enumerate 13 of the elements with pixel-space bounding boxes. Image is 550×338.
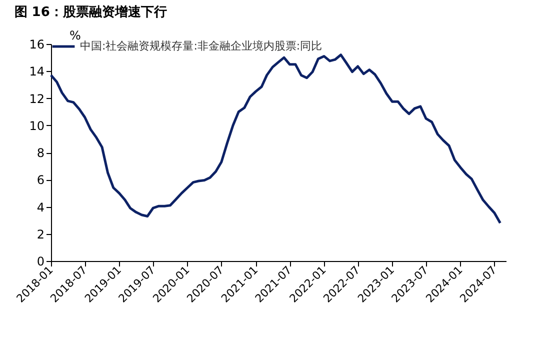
y-tick-label: 12 (29, 92, 44, 106)
legend-label: 中国:社会融资规模存量:非金融企业境内股票:同比 (80, 40, 322, 52)
y-axis-title: % (70, 28, 81, 42)
y-tick-label: 10 (29, 118, 44, 133)
y-tick-label: 6 (36, 173, 44, 188)
line-series (50, 54, 502, 224)
y-tick-label: 8 (36, 146, 44, 160)
y-tick-label: 4 (36, 200, 44, 214)
y-tick-label: 14 (29, 64, 44, 79)
y-tick-label: 0 (36, 254, 44, 268)
chart-title: 图 16：股票融资增速下行 (14, 5, 167, 20)
y-tick-label: 16 (29, 38, 44, 52)
y-tick-label: 2 (36, 227, 44, 242)
